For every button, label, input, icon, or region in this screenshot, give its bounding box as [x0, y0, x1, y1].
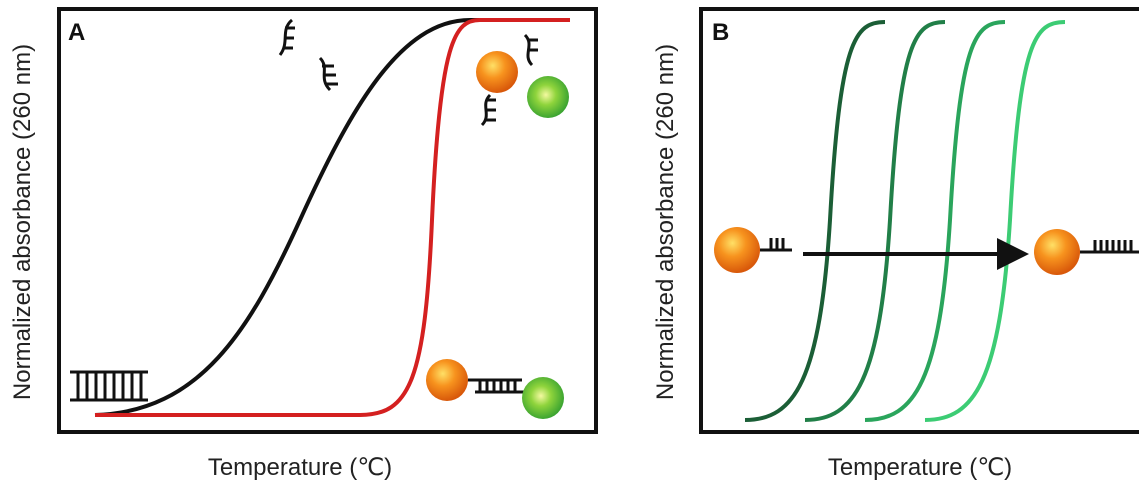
- gold-nanoparticle: [426, 359, 468, 401]
- figure: A Normalized absorbance (260 nm) Tempera…: [0, 0, 1139, 484]
- panel-b: B Normalized absorbance (260 nm) Tempera…: [652, 9, 1139, 481]
- duplex-dna: [70, 372, 148, 400]
- panel-a: A Normalized absorbance (260 nm) Tempera…: [9, 9, 596, 481]
- gold-nanoparticle: [1034, 229, 1080, 275]
- gold-nanoparticle: [476, 51, 518, 93]
- melting-curve: [745, 22, 885, 420]
- long-dna: [1080, 240, 1139, 252]
- y-axis-label: Normalized absorbance (260 nm): [652, 44, 679, 400]
- x-axis-label: Temperature (℃): [828, 454, 1012, 481]
- gold-nanoparticle: [714, 227, 760, 273]
- green-nanoparticle: [527, 76, 569, 118]
- panel-label: B: [712, 19, 729, 46]
- panel-frame: [701, 9, 1139, 432]
- panel-label: A: [68, 19, 85, 46]
- short-dna: [760, 238, 792, 250]
- x-axis-label: Temperature (℃): [208, 454, 392, 481]
- green-nanoparticle: [522, 377, 564, 419]
- linker-dna: [468, 380, 528, 392]
- y-axis-label: Normalized absorbance (260 nm): [9, 44, 36, 400]
- melting-curve: [805, 22, 945, 420]
- melting-curve: [95, 20, 520, 415]
- melting-curve: [925, 22, 1065, 420]
- melting-curve: [865, 22, 1005, 420]
